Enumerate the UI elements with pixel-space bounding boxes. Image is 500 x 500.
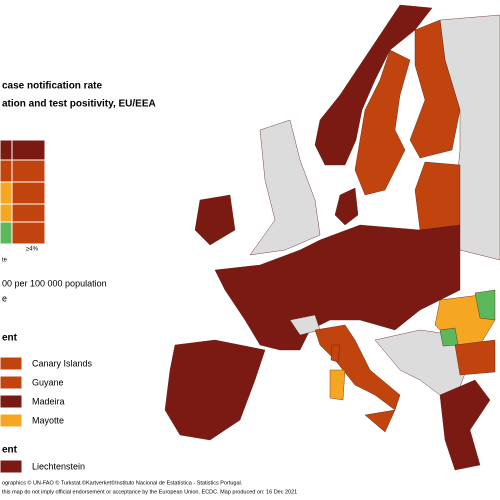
greece <box>439 379 491 471</box>
legend-heading: ent <box>2 445 18 456</box>
ireland <box>194 194 236 246</box>
legend-item: Madeira <box>32 396 65 406</box>
legend-matrix <box>0 139 46 245</box>
legend-item: Liechtenstein <box>32 461 85 471</box>
corsica <box>330 344 341 363</box>
legend-note: e <box>2 293 7 303</box>
cell <box>0 139 13 161</box>
central-europe <box>214 224 461 351</box>
matrix-label: ≥4% <box>26 247 39 253</box>
swatch <box>0 413 23 428</box>
legend-item: Guyane <box>32 377 64 387</box>
cell <box>11 181 46 205</box>
baltics <box>414 161 461 231</box>
cell <box>11 139 46 161</box>
legend-item: Mayotte <box>32 415 64 425</box>
sweden <box>354 49 411 196</box>
legend-title: ation and test positivity, EU/EEA <box>2 99 156 110</box>
region-green <box>474 289 496 321</box>
cell <box>0 181 13 205</box>
denmark <box>334 187 359 226</box>
sicily <box>364 409 396 433</box>
legend-title: case notification rate <box>2 81 102 92</box>
iberia <box>164 339 266 441</box>
sardinia <box>329 369 346 401</box>
cell <box>11 159 46 183</box>
cell <box>0 203 13 223</box>
footer: ographics © UN-FAO © Turkstat.©Kartverke… <box>2 479 243 486</box>
cell <box>0 221 13 245</box>
footer: this map do not imply official endorseme… <box>2 489 297 495</box>
legend-item: Canary Islands <box>32 358 93 368</box>
norway <box>314 4 433 166</box>
legend: case notification rate ation and test po… <box>0 81 156 474</box>
uk <box>249 119 321 256</box>
swatch <box>0 356 23 371</box>
map <box>164 4 500 471</box>
cell <box>0 159 13 183</box>
matrix-label: te <box>2 258 8 264</box>
finland <box>409 19 461 159</box>
cell <box>11 221 46 245</box>
swatch <box>0 394 23 409</box>
cell <box>11 203 46 223</box>
legend-heading: ent <box>2 333 18 344</box>
swatch <box>0 459 23 474</box>
bulgaria <box>454 339 496 376</box>
legend-note: 00 per 100 000 population <box>2 278 107 288</box>
region-green <box>439 327 459 347</box>
swatch <box>0 375 23 390</box>
